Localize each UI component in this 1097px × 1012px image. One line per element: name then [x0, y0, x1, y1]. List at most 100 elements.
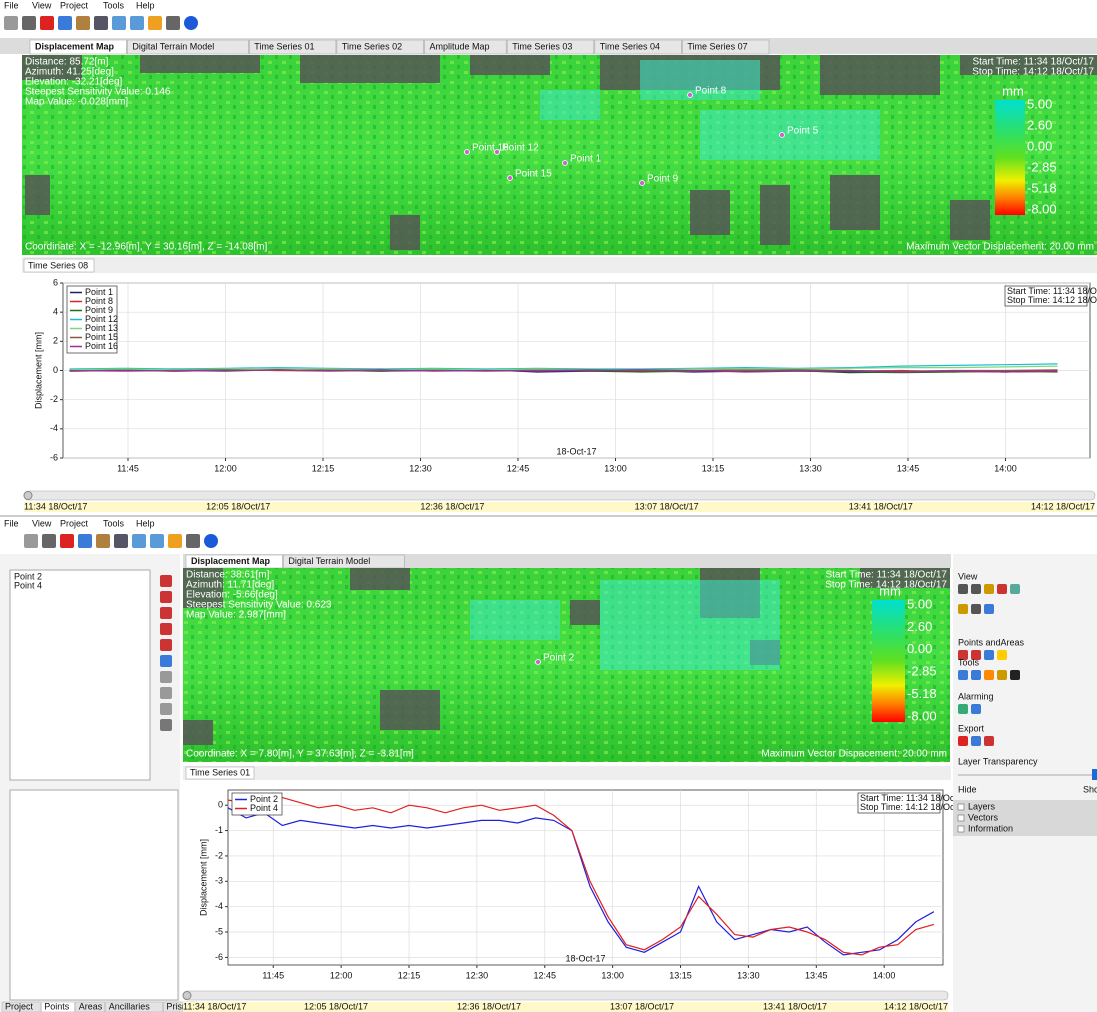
panel-button[interactable]: [984, 584, 994, 594]
menu-item[interactable]: Tools: [103, 0, 125, 10]
tab-label[interactable]: Amplitude Map: [430, 41, 490, 51]
panel-button[interactable]: [958, 584, 968, 594]
toolbar-button[interactable]: [148, 16, 162, 30]
tab-label[interactable]: Displacement Map: [191, 556, 271, 566]
tab-label[interactable]: Digital Terrain Model: [132, 41, 214, 51]
tab-label[interactable]: Time Series 02: [342, 41, 402, 51]
toolbar-button[interactable]: [76, 16, 90, 30]
toolbar-button[interactable]: [130, 16, 144, 30]
panel-button[interactable]: [984, 650, 994, 660]
tab-label[interactable]: Time Series 01: [254, 41, 314, 51]
expand-box[interactable]: [958, 815, 964, 821]
map-point[interactable]: [465, 150, 470, 155]
point-tool-button[interactable]: [160, 703, 172, 715]
menu-item[interactable]: Project: [60, 518, 89, 528]
expand-box[interactable]: [958, 826, 964, 832]
panel-button[interactable]: [971, 670, 981, 680]
map-point[interactable]: [688, 93, 693, 98]
menu-item[interactable]: Help: [136, 0, 155, 10]
panel-tab-label[interactable]: Project: [5, 1001, 34, 1011]
slider-track[interactable]: [24, 491, 1095, 500]
panel-button[interactable]: [984, 604, 994, 614]
tab-label[interactable]: Time Series 08: [28, 260, 88, 270]
toolbar-button[interactable]: [96, 534, 110, 548]
panel-button[interactable]: [984, 670, 994, 680]
panel-button[interactable]: [1010, 584, 1020, 594]
point-list-item[interactable]: Point 4: [14, 580, 42, 590]
slider-handle[interactable]: [24, 492, 32, 500]
menu-item[interactable]: View: [32, 518, 52, 528]
toolbar-button[interactable]: [150, 534, 164, 548]
panel-button[interactable]: [997, 584, 1007, 594]
map-point-label: Point 2: [543, 653, 575, 664]
menu-item[interactable]: View: [32, 0, 52, 10]
point-tool-button[interactable]: [160, 575, 172, 587]
panel-button[interactable]: [958, 736, 968, 746]
panel-button[interactable]: [971, 604, 981, 614]
panel-button[interactable]: [971, 584, 981, 594]
map-point[interactable]: [536, 660, 541, 665]
group-title[interactable]: Information: [968, 823, 1013, 833]
panel-button[interactable]: [958, 704, 968, 714]
point-tool-button[interactable]: [160, 639, 172, 651]
panel-button[interactable]: [997, 650, 1007, 660]
point-tool-button[interactable]: [160, 623, 172, 635]
toolbar-button[interactable]: [94, 16, 108, 30]
point-tool-button[interactable]: [160, 719, 172, 731]
panel-button[interactable]: [984, 736, 994, 746]
panel-button[interactable]: [971, 704, 981, 714]
toolbar-button[interactable]: [40, 16, 54, 30]
tab-label[interactable]: Time Series 07: [687, 41, 747, 51]
menu-item[interactable]: File: [4, 0, 19, 10]
point-tool-button[interactable]: [160, 591, 172, 603]
tab-label[interactable]: Time Series 01: [190, 767, 250, 777]
panel-button[interactable]: [958, 604, 968, 614]
group-title[interactable]: Vectors: [968, 812, 999, 822]
slider-track[interactable]: [183, 991, 948, 1000]
map-point[interactable]: [508, 176, 513, 181]
map-point[interactable]: [563, 161, 568, 166]
panel-button[interactable]: [971, 736, 981, 746]
expand-box[interactable]: [958, 804, 964, 810]
panel-button[interactable]: [958, 670, 968, 680]
menu-item[interactable]: File: [4, 518, 19, 528]
panel-tab-label[interactable]: Points: [44, 1001, 70, 1011]
toolbar-button[interactable]: [24, 534, 38, 548]
tab-label[interactable]: Digital Terrain Model: [288, 556, 370, 566]
toolbar-button[interactable]: [186, 534, 200, 548]
menu-item[interactable]: Project: [60, 0, 89, 10]
menu-item[interactable]: Tools: [103, 518, 125, 528]
toolbar-button[interactable]: [114, 534, 128, 548]
point-tool-button[interactable]: [160, 607, 172, 619]
y-tick-label: -5: [215, 926, 223, 936]
toolbar-button[interactable]: [204, 534, 218, 548]
panel-button[interactable]: [997, 670, 1007, 680]
toolbar-button[interactable]: [184, 16, 198, 30]
panel-tab-label[interactable]: Ancillaries: [109, 1001, 151, 1011]
tab-label[interactable]: Displacement Map: [35, 41, 115, 51]
slider-handle[interactable]: [183, 992, 191, 1000]
toolbar-button[interactable]: [58, 16, 72, 30]
tab-label[interactable]: Time Series 04: [600, 41, 660, 51]
map-point[interactable]: [640, 181, 645, 186]
group-title[interactable]: Layers: [968, 801, 996, 811]
toolbar-button[interactable]: [112, 16, 126, 30]
point-tool-button[interactable]: [160, 687, 172, 699]
map-point[interactable]: [495, 150, 500, 155]
toolbar-button[interactable]: [60, 534, 74, 548]
panel-button[interactable]: [1010, 670, 1020, 680]
toolbar-button[interactable]: [42, 534, 56, 548]
toolbar-button[interactable]: [4, 16, 18, 30]
toolbar-button[interactable]: [132, 534, 146, 548]
toolbar-button[interactable]: [78, 534, 92, 548]
panel-tab-label[interactable]: Areas: [79, 1001, 103, 1011]
point-tool-button[interactable]: [160, 671, 172, 683]
tab-label[interactable]: Time Series 03: [512, 41, 572, 51]
menu-item[interactable]: Help: [136, 518, 155, 528]
toolbar-button[interactable]: [22, 16, 36, 30]
transparency-handle[interactable]: [1092, 769, 1097, 780]
toolbar-button[interactable]: [166, 16, 180, 30]
toolbar-button[interactable]: [168, 534, 182, 548]
point-tool-button[interactable]: [160, 655, 172, 667]
map-point[interactable]: [780, 133, 785, 138]
